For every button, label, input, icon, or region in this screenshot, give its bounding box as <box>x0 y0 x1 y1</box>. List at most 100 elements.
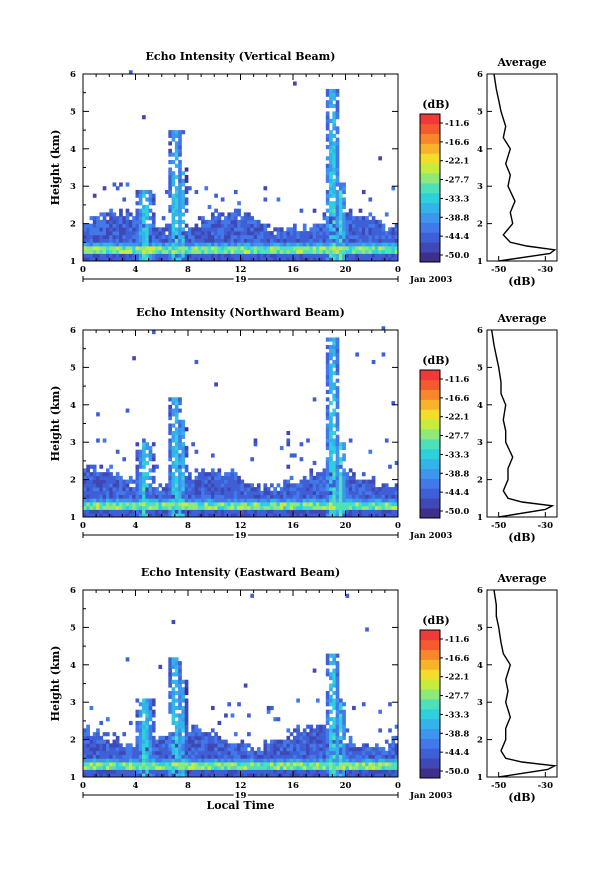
colorbar-frame <box>419 113 441 263</box>
colorbar-swatch <box>420 699 440 710</box>
profile-y-tick-label: 1 <box>477 513 483 523</box>
profile-frame <box>486 73 558 262</box>
profile-frame <box>486 589 558 778</box>
panel-title: Echo Intensity (Vertical Beam) <box>145 50 335 63</box>
profile-frame <box>486 329 558 518</box>
y-tick-label: 1 <box>70 513 76 523</box>
colorbar-label: -38.8 <box>445 729 469 739</box>
profile-title: Average <box>496 312 546 325</box>
x-tick-label: 0 <box>80 265 86 275</box>
x-tick-label: 16 <box>287 781 299 791</box>
profile-x-label: (dB) <box>508 791 535 804</box>
beam-panel-1: Echo Intensity (Vertical Beam) 1 2 3 4 5 6 Heig… <box>49 50 558 288</box>
colorbar-label: -11.6 <box>445 375 469 385</box>
colorbar-swatch <box>420 458 440 469</box>
colorbar-swatch <box>420 232 440 243</box>
colorbar-swatch <box>420 728 440 739</box>
y-tick-label: 6 <box>70 70 76 80</box>
colorbar-label: -33.3 <box>445 450 469 460</box>
colorbar-swatch <box>420 488 440 499</box>
colorbar-swatch <box>420 718 440 729</box>
colorbar-swatch <box>420 748 440 759</box>
profile-x-tick-label: -50 <box>491 265 506 275</box>
date-label: Jan 2003 <box>409 531 452 541</box>
profile-y-tick-label: 2 <box>477 220 483 230</box>
beam-panel-3: Echo Intensity (Eastward Beam)123456Heig… <box>49 566 558 812</box>
y-tick-label: 3 <box>70 182 76 192</box>
profile-y-tick-label: 3 <box>477 438 483 448</box>
profile-y-tick-label: 1 <box>477 257 483 267</box>
colorbar-swatch <box>420 163 440 174</box>
panel-title: Echo Intensity (Eastward Beam) <box>141 566 340 579</box>
colorbar-label: -44.4 <box>445 488 469 498</box>
y-tick-label: 5 <box>70 107 76 117</box>
profile-y-tick-label: 2 <box>477 736 483 746</box>
x-axis-label: Local Time <box>207 799 275 812</box>
colorbar-swatch <box>420 183 440 194</box>
colorbar-label: -44.4 <box>445 748 469 758</box>
profile-x-tick-label: -30 <box>538 781 553 791</box>
x-tick-label: 4 <box>133 521 139 531</box>
colorbar-label: -38.8 <box>445 213 469 223</box>
x-tick-label: 0 <box>80 781 86 791</box>
colorbar-label: -22.1 <box>445 157 469 167</box>
colorbar-frame <box>419 629 441 779</box>
profile-y-tick-label: 5 <box>477 107 483 117</box>
colorbar-swatch <box>420 370 440 381</box>
y-tick-label: 2 <box>70 736 76 746</box>
y-tick-label: 2 <box>70 476 76 486</box>
colorbar-swatch <box>420 409 440 420</box>
y-tick-label: 3 <box>70 698 76 708</box>
x-tick-label: 16 <box>287 265 299 275</box>
colorbar-swatch <box>420 738 440 749</box>
colorbar-swatch <box>420 758 440 769</box>
profile-y-tick-label: 6 <box>477 326 483 336</box>
colorbar-unit: (dB) <box>422 614 449 627</box>
profile-x-tick-label: -30 <box>538 521 553 531</box>
colorbar-swatch <box>420 212 440 223</box>
colorbar-swatch <box>420 173 440 184</box>
colorbar-label: -44.4 <box>445 232 469 242</box>
x-tick-label: 12 <box>235 521 247 531</box>
x-tick-label: 20 <box>340 781 352 791</box>
colorbar-label: -11.6 <box>445 635 469 645</box>
colorbar-label: -27.7 <box>445 692 469 702</box>
colorbar-swatch <box>420 439 440 450</box>
x-tick-label: 0 <box>80 521 86 531</box>
colorbar-swatch <box>420 143 440 154</box>
y-tick-label: 6 <box>70 326 76 336</box>
y-tick-label: 6 <box>70 586 76 596</box>
colorbar: -11.6 -16.6 -22.1 -27.7 -33.3 -38.8 -44.4 -50.0 <box>419 369 469 519</box>
colorbar-label: -50.0 <box>445 251 469 261</box>
profile-y-tick-label: 4 <box>477 661 483 671</box>
colorbar-swatch <box>420 252 440 263</box>
colorbar-swatch <box>420 498 440 509</box>
profile-y-tick-label: 6 <box>477 70 483 80</box>
x-tick-label: 0 <box>395 781 401 791</box>
y-tick-label: 1 <box>70 257 76 267</box>
colorbar-swatch <box>420 768 440 779</box>
colorbar-label: -38.8 <box>445 469 469 479</box>
y-axis-label: Height (km) <box>49 130 62 206</box>
x-tick-label: 8 <box>185 781 191 791</box>
colorbar: -11.6 -16.6 -22.1 -27.7 -33.3 -38.8 -44.4 -50.0 <box>419 629 469 779</box>
x-tick-label: 8 <box>185 265 191 275</box>
profile-y-tick-label: 5 <box>477 623 483 633</box>
profile-line <box>493 589 558 778</box>
colorbar-label: -16.6 <box>445 138 469 148</box>
colorbar-swatch <box>420 123 440 135</box>
colorbar-label: -11.6 <box>445 119 469 129</box>
colorbar-swatch <box>420 379 440 391</box>
colorbar-label: -16.6 <box>445 654 469 664</box>
colorbar: -11.6 -16.6 -22.1 -27.7 -33.3 -38.8 -44.4 -50.0 <box>419 113 469 263</box>
colorbar-swatch <box>420 649 440 660</box>
profile-y-tick-label: 6 <box>477 586 483 596</box>
colorbar-swatch <box>420 708 440 720</box>
x-tick-label: 0 <box>395 521 401 531</box>
x-tick-label: 16 <box>287 521 299 531</box>
profile-y-tick-label: 4 <box>477 145 483 155</box>
colorbar-swatch <box>420 448 440 460</box>
y-tick-label: 2 <box>70 220 76 230</box>
y-tick-label: 4 <box>70 661 76 671</box>
